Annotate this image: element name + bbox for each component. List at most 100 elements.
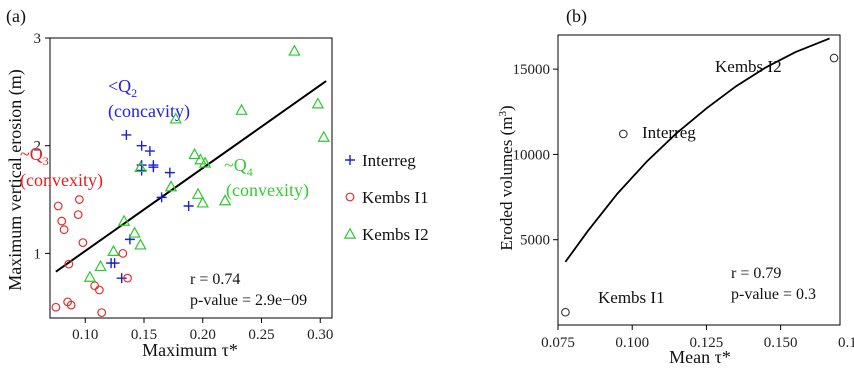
panel-b-fit-layer: [564, 37, 830, 263]
kembs-i2-point: [134, 160, 147, 172]
legend-markers: [343, 155, 357, 239]
kembs-i2-point: [196, 196, 209, 208]
kembs-i2-point: [218, 194, 232, 206]
point-kembs-i1: [561, 307, 570, 317]
interreg-point: [148, 162, 159, 173]
kembs-i1-point: [51, 302, 61, 312]
kembs-i2-point: [235, 103, 248, 115]
annotation-q3-base: ~Q: [20, 144, 43, 164]
panel-b-label: (b): [566, 6, 587, 27]
annotation-q2-sub: 2: [131, 86, 137, 100]
kembs-i1-point: [57, 216, 67, 226]
interreg-point: [164, 167, 175, 178]
annotation-q3-desc: (convexity): [20, 170, 103, 191]
interreg-point: [144, 146, 155, 157]
panel-b-ticks: 0.075 0.100 0.125 0.150 0.175 5000 10000 15000: [513, 62, 854, 351]
kembs-i1-point: [59, 225, 69, 235]
panel-b-ytick-label: 10000: [513, 147, 551, 163]
kembs-i2-point: [198, 156, 212, 168]
kembs-i2-point: [94, 259, 107, 272]
kembs-i1-point: [123, 273, 132, 283]
panel-b-ylabel-sup: 3: [497, 111, 509, 117]
annotation-q2-base: <Q: [108, 76, 131, 96]
panel-b-ylabel-end: ): [497, 105, 516, 111]
panel-a-label: (a): [6, 6, 26, 27]
panel-b-xlabel: Mean τ*: [669, 347, 731, 367]
panel-b-xtick-label: 0.075: [541, 335, 575, 351]
panel-a-xtick-label: 0.25: [248, 327, 274, 343]
point-label-kembs-i1: Kembs I1: [598, 288, 665, 307]
interreg-point: [183, 201, 194, 211]
panel-a-xlabel: Maximum τ*: [142, 340, 238, 360]
kembs-i2-point: [164, 180, 178, 192]
kembs-i2-point: [188, 147, 201, 160]
panel-a-xtick-label: 0.10: [72, 327, 98, 343]
panel-a-ylabel: Maximum vertical erosion (m): [5, 69, 26, 290]
annotation-q3-sub: 3: [43, 154, 49, 168]
kembs-i1-point: [64, 259, 74, 269]
legend-marker-interreg: [345, 155, 355, 165]
panel-a-ytick-label: 2: [34, 139, 42, 155]
kembs-i2-point: [288, 44, 301, 56]
panel-a-plot-frame: [49, 37, 333, 319]
kembs-i2-point: [311, 97, 325, 109]
kembs-i2-point: [134, 238, 147, 250]
panel-b-plot-frame: [557, 34, 841, 326]
panel-b-points-layer: [561, 53, 839, 317]
point-interreg: [618, 129, 628, 139]
kembs-i1-point: [53, 201, 63, 211]
annotation-q2: <Q2: [108, 76, 137, 100]
panel-a-xtick-label: 0.30: [307, 327, 333, 343]
panel-b-stat-r: r = 0.79: [731, 265, 781, 282]
interreg-point: [116, 273, 127, 284]
kembs-i1-point: [97, 308, 107, 318]
panel-b-ylabel: Eroded volumes (m3): [497, 105, 516, 250]
interreg-point: [121, 129, 132, 140]
interreg-point: [156, 192, 167, 203]
panel-a-fit-layer: [55, 80, 327, 273]
kembs-i1-point: [94, 285, 104, 295]
kembs-i2-point: [191, 187, 205, 199]
panel-a-xtick-label: 0.20: [190, 327, 216, 343]
kembs-i2-point: [117, 214, 131, 226]
panel-a-stat-p: p-value = 2.9e−09: [190, 292, 307, 309]
panel-a-regression-line: [55, 80, 327, 273]
annotation-q4-desc: (convexity): [226, 180, 309, 201]
panel-b-ytick-label: 5000: [520, 233, 550, 249]
kembs-i1-point: [66, 300, 76, 310]
kembs-i1-point: [118, 248, 128, 258]
panel-b: (b) 0.075 0.100 0.125 0.150 0.175 5000 10000 15…: [497, 6, 854, 367]
panel-b-ytick-label: 15000: [513, 62, 551, 78]
point-kembs-i2: [829, 53, 839, 63]
panel-a-stat-r: r = 0.74: [190, 271, 240, 288]
point-label-kembs-i2: Kembs I2: [715, 57, 782, 76]
kembs-i2-point: [107, 244, 120, 256]
annotation-q4-base: ~Q: [224, 155, 247, 175]
panel-b-ylabel-base: Eroded volumes (m: [497, 117, 516, 251]
panel-a-ytick-label: 1: [34, 246, 42, 262]
kembs-i2-point: [169, 112, 182, 124]
kembs-i1-point: [90, 281, 100, 291]
legend-label-kembs-i2: Kembs I2: [362, 225, 429, 244]
kembs-i1-point: [74, 195, 84, 204]
panel-b-xtick-label: 0.125: [690, 335, 724, 351]
panel-b-fit-curve: [564, 37, 830, 263]
legend: Interreg Kembs I1 Kembs I2: [343, 151, 429, 244]
interreg-point: [106, 258, 117, 269]
panel-b-xtick-label: 0.175: [838, 335, 854, 351]
panel-b-xtick-label: 0.150: [764, 335, 798, 351]
kembs-i2-point: [128, 226, 141, 238]
panel-a-xtick-label: 0.15: [131, 327, 157, 343]
interreg-point: [136, 140, 147, 151]
annotation-q4-sub: 4: [247, 165, 253, 179]
kembs-i2-point: [83, 270, 97, 282]
kembs-i2-point: [194, 153, 207, 165]
annotation-q4: ~Q4: [224, 155, 253, 179]
legend-marker-kembs-i2: [343, 227, 357, 239]
panel-a-points-layer: [51, 44, 330, 318]
panel-a-ytick-label: 3: [34, 31, 42, 47]
panel-b-xtick-label: 0.100: [615, 335, 649, 351]
